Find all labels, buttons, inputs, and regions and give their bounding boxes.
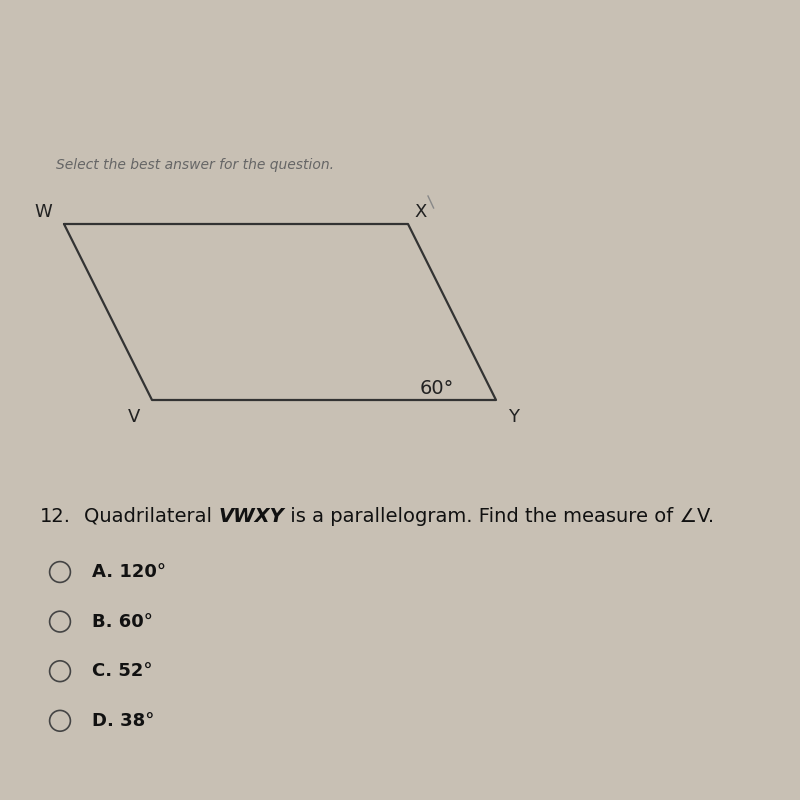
Text: 60°: 60° — [420, 378, 454, 398]
Text: A. 120°: A. 120° — [92, 563, 166, 581]
Text: X: X — [414, 203, 426, 221]
Text: Select the best answer for the question.: Select the best answer for the question. — [56, 158, 334, 172]
Text: V: V — [128, 408, 140, 426]
Text: C. 52°: C. 52° — [92, 662, 153, 680]
Text: Y: Y — [508, 408, 519, 426]
Text: B. 60°: B. 60° — [92, 613, 153, 630]
Text: W: W — [34, 203, 52, 221]
Text: D. 38°: D. 38° — [92, 712, 154, 730]
Text: VWXY: VWXY — [218, 506, 284, 526]
Text: is a parallelogram. Find the measure of ∠V.: is a parallelogram. Find the measure of … — [284, 506, 714, 526]
Text: Quadrilateral: Quadrilateral — [84, 506, 218, 526]
Text: 12.: 12. — [40, 506, 71, 526]
